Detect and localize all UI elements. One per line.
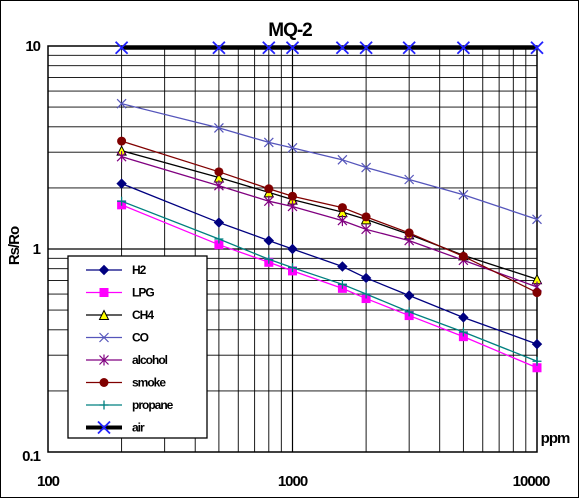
- data-point-co: [337, 154, 348, 165]
- data-point-h2: [287, 243, 298, 255]
- data-point-lpg: [214, 240, 224, 250]
- data-point-smoke: [214, 167, 224, 177]
- legend-marker-h2: [98, 264, 110, 276]
- data-point-h2: [116, 178, 127, 189]
- data-point-alcohol: [263, 195, 274, 207]
- data-point-propane: [214, 234, 224, 244]
- chart-title: MQ-2: [268, 20, 312, 41]
- data-point-smoke: [264, 184, 274, 194]
- data-point-smoke: [337, 203, 347, 213]
- data-point-co: [404, 174, 415, 185]
- data-point-air: [530, 41, 544, 55]
- data-point-h2: [458, 312, 469, 323]
- series-smoke: [117, 136, 542, 298]
- data-point-air: [212, 41, 226, 55]
- data-point-propane: [458, 327, 468, 337]
- data-point-air: [402, 41, 416, 55]
- data-point-air: [335, 41, 350, 55]
- data-point-smoke: [117, 136, 127, 146]
- legend-marker-air: [97, 420, 111, 435]
- legend-marker-lpg: [99, 288, 109, 297]
- data-point-h2: [263, 235, 275, 246]
- data-point-h2: [213, 217, 225, 228]
- data-point-air: [114, 41, 129, 55]
- legend-label-co: CO: [132, 331, 149, 345]
- data-point-co: [116, 98, 127, 109]
- series-co: [116, 98, 542, 225]
- legend-label-smoke: smoke: [132, 376, 166, 390]
- series-h2: [116, 178, 543, 350]
- legend-label-lpg: LPG: [132, 286, 154, 300]
- x-tick-label: 10000: [513, 473, 550, 490]
- legend: H2 LPG CH4 CO alcohol smoke propane air: [67, 255, 208, 439]
- data-point-h2: [531, 338, 543, 350]
- data-point-propane: [361, 289, 371, 299]
- legend-marker-ch4: [98, 309, 110, 320]
- data-point-alcohol: [116, 151, 127, 163]
- data-point-air: [456, 41, 471, 55]
- legend-label-propane: propane: [132, 398, 174, 412]
- data-point-co: [213, 122, 224, 133]
- data-point-lpg: [361, 294, 371, 304]
- x-tick-label: 100: [37, 473, 60, 490]
- legend-label-air: air: [132, 421, 145, 435]
- data-point-propane: [404, 307, 414, 317]
- data-point-co: [263, 137, 274, 148]
- x-axis-label: ppm: [541, 430, 570, 447]
- data-point-smoke: [288, 191, 297, 201]
- legend-label-ch4: CH4: [132, 308, 154, 322]
- legend-marker-alcohol: [99, 354, 109, 366]
- y-tick-label: 1: [33, 241, 41, 258]
- legend-label-h2: H2: [132, 263, 147, 277]
- data-point-co: [287, 142, 298, 153]
- data-point-smoke: [532, 288, 542, 298]
- data-point-propane: [337, 279, 347, 289]
- data-point-co: [458, 189, 469, 200]
- series-air: [114, 41, 544, 55]
- data-point-h2: [337, 261, 348, 272]
- data-point-smoke: [361, 212, 371, 222]
- data-point-air: [285, 41, 300, 55]
- legend-marker-co: [99, 332, 109, 343]
- data-point-alcohol: [287, 200, 298, 212]
- data-point-lpg: [532, 363, 542, 373]
- legend-marker-propane: [99, 400, 109, 410]
- y-axis-label: Rs/Ro: [6, 226, 23, 265]
- data-point-alcohol: [361, 223, 372, 235]
- data-point-h2: [403, 290, 415, 301]
- data-point-lpg: [458, 332, 468, 342]
- data-point-alcohol: [213, 180, 224, 192]
- data-point-h2: [360, 272, 372, 284]
- data-point-smoke: [404, 228, 414, 238]
- data-point-propane: [288, 263, 297, 273]
- y-tick-label: 0.1: [22, 448, 41, 465]
- data-point-smoke: [458, 251, 468, 261]
- data-point-air: [359, 41, 373, 55]
- data-point-propane: [117, 196, 127, 206]
- data-point-propane: [264, 254, 274, 264]
- legend-box: [67, 255, 208, 439]
- x-tick-label: 1000: [278, 473, 308, 490]
- data-point-alcohol: [337, 215, 348, 227]
- data-point-co: [361, 162, 372, 173]
- data-point-air: [262, 41, 276, 55]
- legend-label-alcohol: alcohol: [132, 353, 168, 367]
- data-point-propane: [532, 356, 542, 366]
- legend-marker-smoke: [99, 378, 109, 387]
- data-point-co: [532, 214, 542, 225]
- series-propane: [117, 196, 542, 366]
- y-tick-label: 10: [25, 38, 40, 55]
